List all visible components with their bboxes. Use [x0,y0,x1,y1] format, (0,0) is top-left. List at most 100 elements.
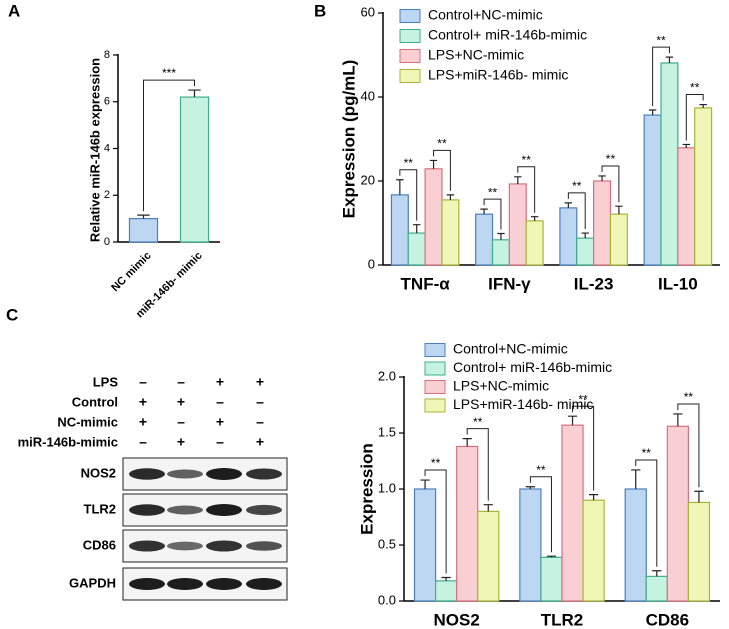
protein-label: CD86 [83,537,116,552]
error-bar [483,504,493,512]
error-bar [598,175,606,181]
x-tick-label: CD86 [646,610,689,629]
condition-sign: + [139,414,147,430]
legend-label: LPS+miR-146b- mimic [428,67,568,83]
bar [694,107,713,266]
legend-label: LPS+NC-mimic [453,378,549,394]
legend-label: LPS+miR-146b- mimic [453,396,593,412]
y-tick-label: 1.5 [378,424,396,439]
significance-bracket [517,166,536,213]
legend-swatch [424,361,446,376]
x-tick-label: NOS2 [434,610,480,629]
significance-label: ** [473,415,483,429]
bar [582,499,605,602]
error-bar [567,415,578,426]
error-bar [546,555,557,558]
bar [666,425,689,602]
significance-bracket [466,428,489,501]
bar [525,220,544,266]
bar [687,501,711,602]
error-bar [441,576,451,581]
significance-label: ** [606,152,616,166]
band [167,541,203,551]
error-bar [412,224,421,234]
error-bar [648,109,657,116]
y-tick-label: 4 [104,142,110,154]
x-tick-label: IFN-γ [488,274,531,293]
panel-label: B [314,1,326,20]
condition-sign: + [177,394,185,410]
legend-swatch [399,29,421,43]
significance-label: *** [162,66,176,80]
y-tick-label: 0.5 [378,536,396,551]
legend-swatch [424,398,446,413]
error-bar [588,494,599,501]
condition-sign: + [216,414,224,430]
band [246,541,282,551]
bar [128,218,159,243]
legend-swatch [399,69,421,83]
bar [390,194,409,266]
significance-bracket [143,79,195,212]
significance-bracket [652,46,670,107]
error-bar [137,214,150,219]
condition-sign: – [256,394,264,410]
bar [477,510,500,602]
bar [645,575,668,602]
y-tick-label: 60 [361,4,375,19]
x-tick-label: IL-10 [658,274,698,293]
error-bar [694,490,704,503]
protein-label: GAPDH [69,575,116,590]
band [129,578,165,590]
x-tick-label: IL-23 [574,274,614,293]
significance-label: ** [656,33,666,47]
error-bar [429,159,438,169]
y-tick-label: 2.0 [378,368,396,383]
bar [576,237,595,266]
protein-label: TLR2 [84,501,117,516]
error-bar [665,56,674,63]
condition-sign: – [216,434,224,450]
significance-label: ** [642,446,652,460]
significance-label: ** [522,153,532,167]
condition-sign: – [139,374,147,390]
y-tick-label: 8 [104,49,110,61]
x-tick-label: NC mimic [109,250,153,294]
condition-sign: – [139,434,147,450]
band [129,504,165,516]
legend-swatch [399,9,421,23]
y-tick-label: 0.0 [378,592,396,607]
significance-label: ** [572,179,582,193]
significance-bracket [399,169,418,221]
error-bar [530,216,539,221]
condition-sign: + [256,434,264,450]
condition-sign: + [139,394,147,410]
y-tick-label: 0 [104,236,110,248]
band [206,468,242,480]
bar [609,213,628,266]
y-tick-label: 0 [368,256,375,271]
significance-bracket [572,405,595,491]
error-bar [615,205,623,215]
error-bar [462,438,472,447]
bar [540,556,563,602]
significance-label: ** [437,137,447,151]
band [129,540,165,552]
legend-swatch [424,343,446,357]
bar [424,168,443,266]
bar [624,488,647,602]
condition-sign: – [256,414,264,430]
band [206,578,242,590]
bar [475,213,494,266]
band [167,578,203,590]
error-bar [480,208,488,215]
significance-bracket [424,469,447,574]
legend-label: Control+ miR-146b-mimic [453,359,612,375]
panel-label: A [8,1,20,20]
condition-label: LPS [93,374,119,389]
condition-sign: – [177,414,185,430]
error-bar [525,486,536,489]
significance-bracket [601,165,620,203]
y-axis-label: Expression (pg/mL) [339,60,358,219]
bar [413,488,437,602]
